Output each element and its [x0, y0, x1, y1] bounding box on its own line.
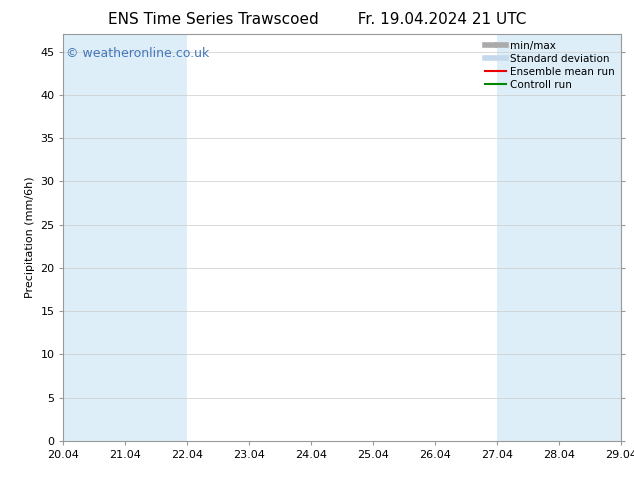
Legend: min/max, Standard deviation, Ensemble mean run, Controll run: min/max, Standard deviation, Ensemble me…	[481, 36, 619, 94]
Text: © weatheronline.co.uk: © weatheronline.co.uk	[66, 47, 209, 59]
Bar	[63, 34, 126, 441]
Bar	[497, 34, 559, 441]
Bar	[126, 34, 188, 441]
Y-axis label: Precipitation (mm/6h): Precipitation (mm/6h)	[25, 177, 35, 298]
Bar	[559, 34, 621, 441]
Text: ENS Time Series Trawscoed        Fr. 19.04.2024 21 UTC: ENS Time Series Trawscoed Fr. 19.04.2024…	[108, 12, 526, 27]
